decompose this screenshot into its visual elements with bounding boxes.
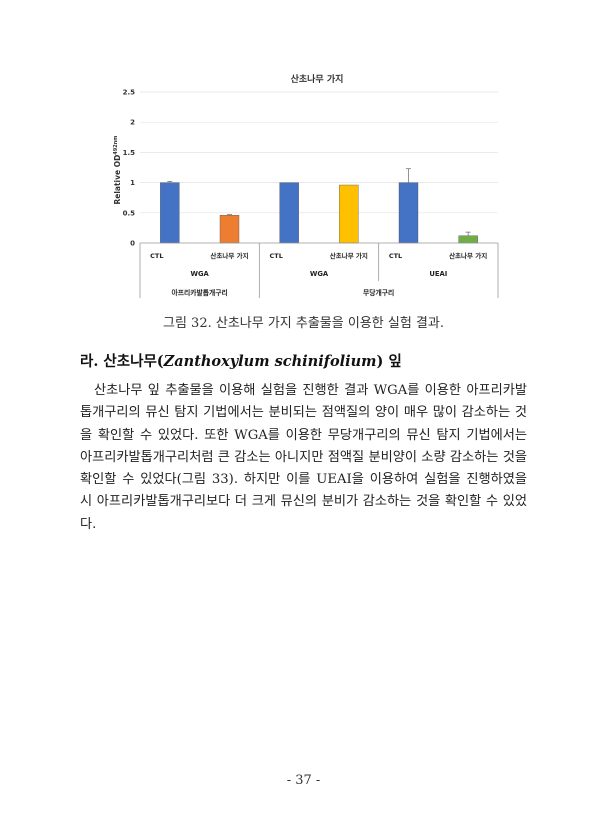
section-heading: 라. 산초나무(Zanthoxylum schinifolium) 잎: [80, 350, 402, 371]
y-tick-label: 1: [130, 179, 135, 187]
grid-lines: [140, 91, 498, 214]
y-tick-labels: 0 0.5 1 1.5 2 2.5: [123, 89, 136, 248]
error-bars: [167, 168, 471, 236]
bar-chart: 산초나무 가지 0 0.5 1 1.5 2 2.5 Relative OD492nm CT…: [113, 73, 499, 298]
species-label: 무당개구리: [363, 288, 394, 297]
category-label: CTL: [269, 252, 282, 260]
category-label: CTL: [389, 252, 402, 260]
heading-suffix: ) 잎: [376, 353, 402, 370]
bar-3: [279, 182, 299, 244]
y-axis-label-sup: 492nm: [113, 135, 119, 154]
category-label: 산초나무 가지: [330, 251, 368, 260]
page-number: - 37 -: [286, 773, 321, 788]
y-tick-label: 0.5: [123, 209, 136, 217]
group-label: UEAI: [429, 270, 447, 278]
group-label: WGA: [310, 270, 329, 278]
chart-title: 산초나무 가지: [291, 73, 344, 85]
body-paragraph: 산초나무 잎 추출물을 이용해 실험을 진행한 결과 WGA를 이용한 아프리카…: [80, 383, 527, 532]
y-tick-label: 2: [130, 119, 135, 127]
category-label: 산초나무 가지: [449, 251, 487, 260]
bar-2: [219, 215, 240, 244]
category-labels: CTL 산초나무 가지 CTL 산초나무 가지 CTL 산초나무 가지: [150, 251, 487, 260]
heading-prefix: 라. 산초나무(: [80, 353, 164, 370]
bar-4: [339, 184, 359, 244]
y-axis-label-main: Relative OD: [113, 155, 122, 205]
y-axis-label: Relative OD492nm: [113, 135, 122, 204]
bar-5: [398, 182, 419, 244]
group-labels: WGA WGA UEAI: [190, 270, 447, 278]
category-label: 산초나무 가지: [210, 251, 248, 260]
category-label: CTL: [150, 252, 163, 260]
category-axis: [139, 242, 499, 298]
bar-6: [458, 235, 478, 244]
bars: [160, 182, 478, 244]
bar-1: [160, 182, 180, 244]
figure-caption: 그림 32. 산초나무 가지 추출물을 이용한 실험 결과.: [163, 316, 444, 331]
species-label: 아프리카발톱개구리: [172, 288, 228, 297]
species-labels: 아프리카발톱개구리 무당개구리: [172, 288, 395, 297]
y-tick-label: 2.5: [123, 89, 136, 97]
y-tick-label: 1.5: [123, 149, 136, 157]
group-label: WGA: [190, 270, 209, 278]
y-tick-label: 0: [130, 240, 135, 248]
heading-latin-name: Zanthoxylum schinifolium: [163, 353, 377, 370]
